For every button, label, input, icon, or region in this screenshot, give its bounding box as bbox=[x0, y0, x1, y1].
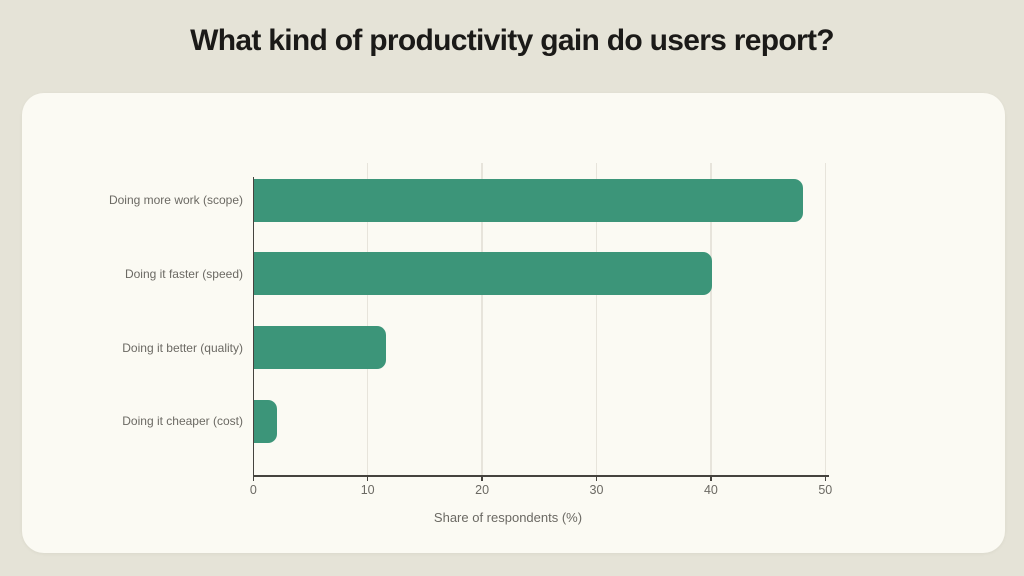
gridline-50 bbox=[824, 163, 827, 476]
bar-0 bbox=[254, 178, 804, 222]
y-axis-line bbox=[252, 177, 255, 482]
x-tick-label-30: 30 bbox=[589, 483, 604, 497]
horizontal-bar-chart: Doing more work (scope) Doing it faster (… bbox=[22, 93, 1005, 553]
x-tick-label-20: 20 bbox=[475, 483, 490, 497]
x-tick-20 bbox=[481, 475, 483, 482]
gridline-30 bbox=[595, 163, 598, 476]
bar-2 bbox=[254, 326, 386, 369]
chart-card: Doing more work (scope) Doing it faster (… bbox=[22, 93, 1005, 553]
category-label-3: Doing it cheaper (cost) bbox=[122, 414, 243, 428]
category-label-2: Doing it better (quality) bbox=[122, 340, 243, 355]
bar-1 bbox=[254, 252, 712, 295]
gridline-10 bbox=[366, 163, 369, 476]
x-tick-label-50: 50 bbox=[818, 483, 833, 497]
bar-3 bbox=[254, 399, 277, 443]
x-tick-label-40: 40 bbox=[703, 483, 718, 497]
x-tick-10 bbox=[366, 475, 369, 482]
x-axis-line bbox=[252, 475, 829, 477]
x-tick-label-0: 0 bbox=[249, 483, 257, 497]
x-axis-title: Share of respondents (%) bbox=[433, 510, 583, 525]
category-label-1: Doing it faster (speed) bbox=[124, 266, 243, 281]
x-tick-label-10: 10 bbox=[360, 483, 375, 497]
x-tick-30 bbox=[595, 475, 598, 482]
gridline-40 bbox=[710, 163, 712, 476]
chart-title: What kind of productivity gain do users … bbox=[190, 24, 835, 57]
gridline-20 bbox=[481, 163, 483, 476]
x-tick-40 bbox=[710, 475, 712, 482]
x-tick-50 bbox=[824, 475, 827, 482]
category-label-0: Doing more work (scope) bbox=[108, 193, 243, 207]
